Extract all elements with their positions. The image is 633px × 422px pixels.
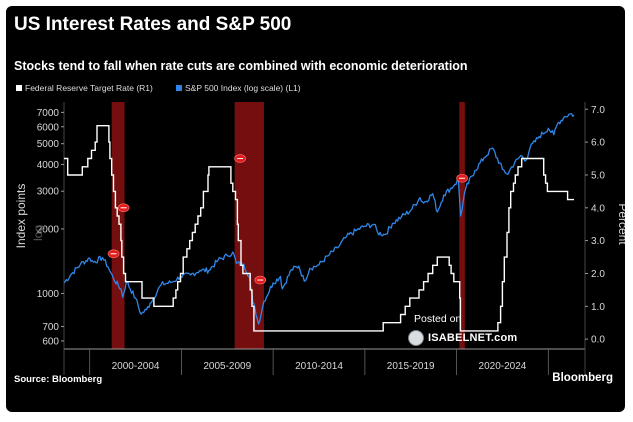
rate-cut-marker-4 <box>456 173 468 183</box>
recession-band-1 <box>234 102 264 349</box>
left-tick-label-3: 2000 <box>37 224 60 235</box>
brand-label: Bloomberg <box>552 372 613 384</box>
left-tick-label-1: 700 <box>42 322 59 333</box>
x-tick-label-3: 2015-2019 <box>387 361 435 372</box>
legend-label-sp500: S&P 500 Index (log scale) (L1) <box>185 83 301 93</box>
chart-panel: US Interest Rates and S&P 500 Stocks ten… <box>6 6 625 412</box>
right-tick-label-5: 5.0 <box>591 170 605 181</box>
legend-swatch-rate <box>16 85 22 91</box>
isabelnet-logo-icon <box>408 330 424 346</box>
right-tick-label-6: 6.0 <box>591 138 605 149</box>
left-tick-label-6: 5000 <box>37 139 60 150</box>
right-tick-label-3: 3.0 <box>591 236 605 247</box>
left-tick-label-0: 600 <box>42 336 59 347</box>
series-line-sp500 <box>63 113 575 325</box>
x-tick-label-0: 2000-2004 <box>112 361 160 372</box>
right-axis: 0.0 1.0 2.0 3.0 4.0 5.0 6.0 7.0 <box>585 105 605 346</box>
right-tick-label-1: 1.0 <box>591 302 605 313</box>
right-tick-label-4: 4.0 <box>591 203 605 214</box>
legend: Federal Reserve Target Rate (R1) S&P 500… <box>16 83 301 93</box>
x-axis: 2000-2004 2005-2009 2010-2014 2015-2019 2020… <box>89 349 549 375</box>
right-axis-title: Percent <box>616 203 625 245</box>
recession-bands <box>111 102 465 349</box>
rate-cut-markers <box>107 154 468 285</box>
rate-cut-marker-2 <box>234 154 246 163</box>
left-tick-label-5: 4000 <box>37 160 60 171</box>
right-tick-label-7: 7.0 <box>591 105 605 116</box>
series-layer <box>63 113 575 332</box>
right-tick-label-2: 2.0 <box>591 269 605 280</box>
right-tick-label-0: 0.0 <box>591 335 605 346</box>
left-tick-label-4: 3000 <box>37 187 60 198</box>
watermark-posted: Posted on <box>414 313 462 325</box>
rate-cut-marker-0 <box>107 249 120 259</box>
watermark-site-text: ISABELNET.com <box>428 332 518 344</box>
rate-cut-marker-1 <box>117 203 130 213</box>
recession-band-2 <box>459 102 465 349</box>
chart-title: US Interest Rates and S&P 500 <box>14 14 292 35</box>
series-line-fed-rate <box>64 125 574 332</box>
source-note: Source: Bloomberg <box>14 374 103 385</box>
watermark-site: ISABELNET.com <box>408 329 517 347</box>
left-axis: 600 700 1000 2000 3000 4000 5000 6000 7000 <box>37 108 64 347</box>
left-axis-subtitle: log <box>31 225 45 241</box>
legend-label-rate: Federal Reserve Target Rate (R1) <box>25 83 153 93</box>
left-tick-label-2: 1000 <box>37 289 60 300</box>
recession-band-0 <box>111 102 125 349</box>
legend-swatch-sp500 <box>176 85 182 91</box>
gridlines <box>63 102 586 375</box>
left-tick-label-7: 6000 <box>37 122 60 133</box>
rate-cut-marker-3 <box>254 275 267 285</box>
x-tick-label-4: 2020-2024 <box>479 361 527 372</box>
left-axis-title: Index points <box>14 184 28 249</box>
chart-canvas: 2000-2004 2005-2009 2010-2014 2015-2019 2020… <box>14 83 625 375</box>
chart-subtitle: Stocks tend to fall when rate cuts are c… <box>14 59 468 73</box>
x-tick-label-1: 2005-2009 <box>203 361 251 372</box>
x-tick-label-2: 2010-2014 <box>295 361 343 372</box>
left-tick-label-8: 7000 <box>37 108 60 119</box>
